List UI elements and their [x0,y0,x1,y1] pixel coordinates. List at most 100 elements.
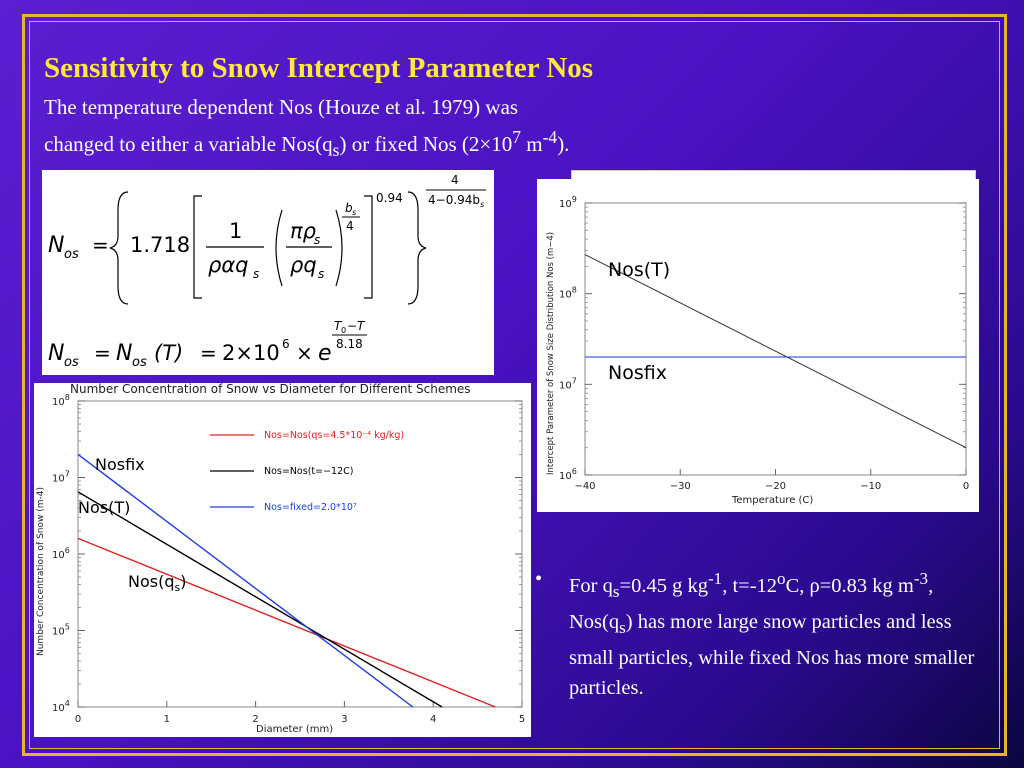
bullet-t6: ) has more large snow particles and less… [569,610,975,700]
eq1-exp-outer-num: 4 [451,173,459,187]
chart-right-series-line-0 [584,254,967,449]
eq1-frac2-num: πρ [290,219,317,243]
chart-left-panel: Number Concentration of Snow vs Diameter… [34,382,531,737]
chart-left-legend-label: Nos=fixed=2.0*10⁷ [264,502,357,513]
bullet-t5-sub: s [619,618,626,638]
eq2-exp-num-sub: 0 [341,326,346,335]
chart-left-ytick-label: 105 [52,623,70,638]
chart-left-legend-label: Nos=Nos(t=−12C) [264,466,353,477]
chart-left-annot-nosqs: Nos(qs) [128,572,186,594]
chart-left-annot-nosqs-sub: s [175,581,181,594]
subtitle-line2-sup: 7 [512,127,522,147]
eq1-frac1-den: ραq [208,253,249,277]
equation-svg: N os = 1.718 1 ραq s πρ s ρq s b s 4 0.9… [48,173,486,370]
bullet-t2: =0.45 g kg [619,574,708,597]
chart-left-xtick-label: 1 [164,714,170,725]
chart-left-xtick-label: 3 [341,714,347,725]
chart-right-annot-nost: Nos(T) [608,259,670,281]
slide-frame-inner [29,21,1000,749]
slide-title: Sensitivity to Snow Intercept Parameter … [44,52,594,84]
bullet-t5: , Nos(q [569,574,934,633]
bullet-text: For qs=0.45 g kg-1, t=-12oC, ρ=0.83 kg m… [569,564,975,703]
chart-right-xtick-label: 0 [963,481,969,492]
chart-left-xtick-label: 2 [252,714,258,725]
eq1-exp-outer-den: 4−0.94b [428,193,480,207]
slide-subtitle: The temperature dependent Nos (Houze et … [44,92,704,165]
chart-right-ytick-label: 108 [559,286,577,301]
subtitle-line2-c: m [521,132,543,156]
bullet-t3: , t=-12 [722,574,778,597]
chart-right-panel: −40 −30 −20 −10 0 109 108 107 106 Temperature (C… [537,179,979,512]
chart-left-title: Number Concentration of Snow vs Diameter… [70,383,471,396]
chart-right-xtick-label: −20 [765,481,786,492]
equation-panel: N os = 1.718 1 ραq s πρ s ρq s b s 4 0.9… [42,170,494,375]
eq1-exp-094: 0.94 [376,191,403,205]
eq1-right-paren [335,209,343,287]
eq2-mid-sub: os [132,355,147,370]
eq1-frac1-den-sub: s [253,267,259,281]
chart-left: Number Concentration of Snow vs Diameter… [36,382,525,735]
chart-right-xtick-label: −30 [670,481,691,492]
eq2-mid-arg: (T) [154,341,183,365]
eq2-e: e [318,341,332,366]
eq2-mid: N [116,341,132,366]
subtitle-line2-sub: s [332,140,340,161]
chart-right: −40 −30 −20 −10 0 109 108 107 106 Temperature (C… [546,195,969,506]
bullet-point: • For qs=0.45 g kg-1, t=-12oC, ρ=0.83 kg… [535,564,975,703]
chart-right-plot-area [584,202,967,476]
chart-right-ytick-label: 106 [559,467,577,482]
eq1-exp-outer-den-sub: s [480,200,484,209]
eq1-left-bracket [193,195,202,299]
chart-left-annot-nost: Nos(T) [78,498,130,517]
eq1-lhs-sub: os [64,247,79,262]
bullet-t1-sub: s [612,581,620,601]
eq1-exp-inner-num-sub: s [352,208,356,217]
eq1-exp-inner-den: 4 [346,219,354,233]
chart-left-series-line-2 [77,453,414,708]
eq2-exp-den: 8.18 [336,337,363,351]
chart-left-xtick-label: 5 [519,714,525,725]
eq1-exp-inner-num: b [345,201,353,215]
eq1-frac1-num: 1 [229,219,242,243]
bullet-t4-sup: -3 [913,569,929,588]
subtitle-line2-sup2: -4 [542,127,558,147]
chart-left-ylabel: Number Concentration of Snow (m-4) [36,487,46,656]
subtitle-line2-d: ). [557,132,570,156]
subtitle-line1: The temperature dependent Nos (Houze et … [44,95,519,119]
eq1-lhs: N [48,233,64,258]
chart-left-annot-nosfix: Nosfix [95,455,145,474]
chart-left-plot-area [77,400,523,708]
chart-left-ytick-label: 107 [52,470,70,485]
slide-frame-outer [22,14,1007,756]
eq2-exp-num-rest: −T [347,319,366,333]
chart-left-series-line-1 [77,491,443,708]
chart-right-xtick-label: −40 [574,481,595,492]
eq1-frac2-den: ρq [290,253,317,277]
eq2-coef-sup: 6 [282,337,290,351]
bullet-icon: • [535,568,543,590]
eq1-frac2-den-sub: s [318,267,324,281]
eq1-right-brace [407,191,427,305]
chart-right-xtick-label: −10 [860,481,881,492]
chart-left-series-line-0 [77,537,496,708]
bullet-t2-sup: -1 [707,569,723,588]
eq2-lhs: N [48,341,64,366]
bullet-t1: For q [569,574,613,597]
eq2-exp-num: T [334,319,343,333]
chart-left-annot-nosqs-b: ) [180,572,186,591]
chart-right-ylabel: Intercept Parameter of Snow Size Distrib… [546,232,556,475]
chart-left-xtick-label: 4 [430,714,436,725]
eq1-equals: = [92,233,109,257]
chart-left-ytick-label: 106 [52,546,70,561]
chart-left-ytick-label: 104 [52,699,70,714]
chart-left-annot-nosqs-a: Nos(q [128,572,175,591]
eq2-equals2: = [200,341,217,365]
chart-right-xlabel: Temperature (C) [731,495,813,506]
eq1-right-bracket [364,195,373,299]
chart-right-ytick-label: 109 [559,195,577,210]
chart-left-xtick-label: 0 [75,714,81,725]
eq1-left-brace [109,191,129,305]
chart-right-annot-nosfix: Nosfix [608,362,667,384]
eq1-left-paren [275,209,283,287]
subtitle-line2-b: ) or fixed Nos (2×10 [339,132,513,156]
